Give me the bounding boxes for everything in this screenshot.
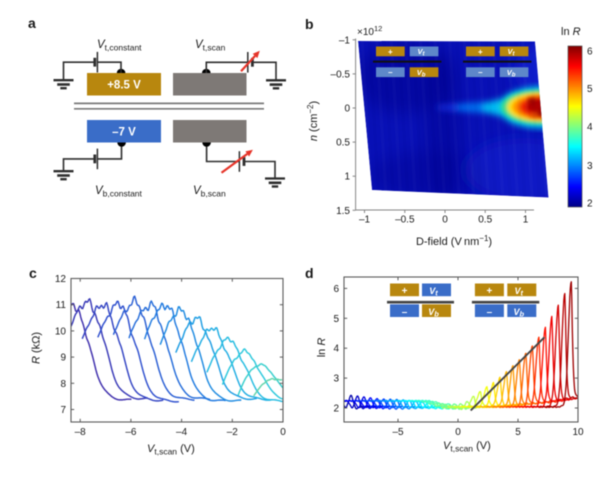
svg-text:b: b: [305, 16, 314, 32]
svg-text:–1: –1: [359, 215, 371, 226]
svg-text:6: 6: [333, 284, 339, 295]
svg-text:–: –: [487, 307, 493, 318]
svg-text:0.5: 0.5: [478, 215, 492, 226]
svg-text:1: 1: [344, 172, 350, 183]
svg-text:7: 7: [60, 405, 66, 416]
svg-text:Vb: Vb: [507, 68, 516, 79]
svg-text:a: a: [28, 15, 36, 31]
svg-text:+: +: [388, 47, 393, 56]
svg-text:ln R: ln R: [316, 338, 328, 358]
svg-text:10: 10: [572, 427, 584, 438]
svg-text:3: 3: [333, 374, 339, 385]
svg-text:11: 11: [56, 300, 67, 311]
svg-text:Vb: Vb: [417, 68, 426, 79]
svg-text:0: 0: [344, 104, 350, 115]
svg-text:Vt,scan (V): Vt,scan (V): [443, 440, 491, 454]
svg-text:Vt,scan (V): Vt,scan (V): [147, 443, 195, 457]
svg-text:–5: –5: [392, 427, 404, 438]
svg-text:D-field (V nm−1): D-field (V nm−1): [416, 234, 492, 248]
svg-text:–: –: [402, 307, 408, 318]
svg-text:Vt: Vt: [418, 47, 426, 58]
svg-text:4: 4: [587, 122, 593, 133]
svg-text:0: 0: [280, 427, 286, 438]
svg-text:Vb,constant: Vb,constant: [95, 185, 143, 199]
svg-text:1.5: 1.5: [336, 206, 350, 217]
svg-text:–6: –6: [125, 427, 137, 438]
svg-text:Vt,scan: Vt,scan: [195, 39, 226, 53]
svg-text:4: 4: [333, 344, 339, 355]
svg-text:R (kΩ): R (kΩ): [31, 332, 43, 364]
svg-text:–: –: [388, 68, 393, 77]
svg-text:d: d: [305, 265, 314, 281]
svg-text:Vb: Vb: [513, 307, 524, 319]
svg-text:–1: –1: [339, 35, 351, 46]
svg-text:c: c: [29, 265, 37, 281]
svg-text:Vt: Vt: [508, 47, 516, 58]
svg-text:5: 5: [515, 427, 521, 438]
svg-text:2: 2: [587, 199, 593, 210]
svg-text:–2: –2: [227, 427, 239, 438]
svg-text:8: 8: [60, 379, 66, 390]
svg-text:+: +: [478, 47, 483, 56]
svg-text:5: 5: [333, 314, 339, 325]
svg-text:Vt: Vt: [429, 286, 438, 298]
svg-text:1: 1: [523, 215, 529, 226]
svg-text:5: 5: [587, 84, 593, 95]
svg-text:ln R: ln R: [561, 26, 581, 38]
svg-text:12: 12: [55, 274, 67, 285]
svg-text:–0.5: –0.5: [331, 69, 351, 80]
svg-text:Vb,scan: Vb,scan: [193, 185, 226, 199]
svg-text:6: 6: [587, 47, 593, 58]
svg-text:0: 0: [455, 427, 461, 438]
svg-text:–7 V: –7 V: [112, 127, 136, 139]
svg-text:+: +: [486, 286, 492, 297]
svg-text:Vt,constant: Vt,constant: [97, 39, 142, 53]
svg-text:3: 3: [587, 161, 593, 172]
svg-text:–: –: [478, 68, 483, 77]
svg-text:2: 2: [333, 404, 339, 415]
svg-text:10: 10: [55, 326, 67, 337]
svg-text:Vt: Vt: [515, 286, 524, 298]
svg-text:+: +: [402, 286, 408, 297]
svg-text:9: 9: [60, 353, 66, 364]
svg-text:0: 0: [442, 215, 448, 226]
svg-text:–4: –4: [176, 427, 188, 438]
svg-text:Vb: Vb: [428, 307, 439, 319]
svg-text:0.5: 0.5: [336, 138, 350, 149]
svg-text:–0.5: –0.5: [395, 215, 415, 226]
svg-text:–8: –8: [75, 427, 87, 438]
svg-text:+8.5 V: +8.5 V: [107, 80, 141, 92]
